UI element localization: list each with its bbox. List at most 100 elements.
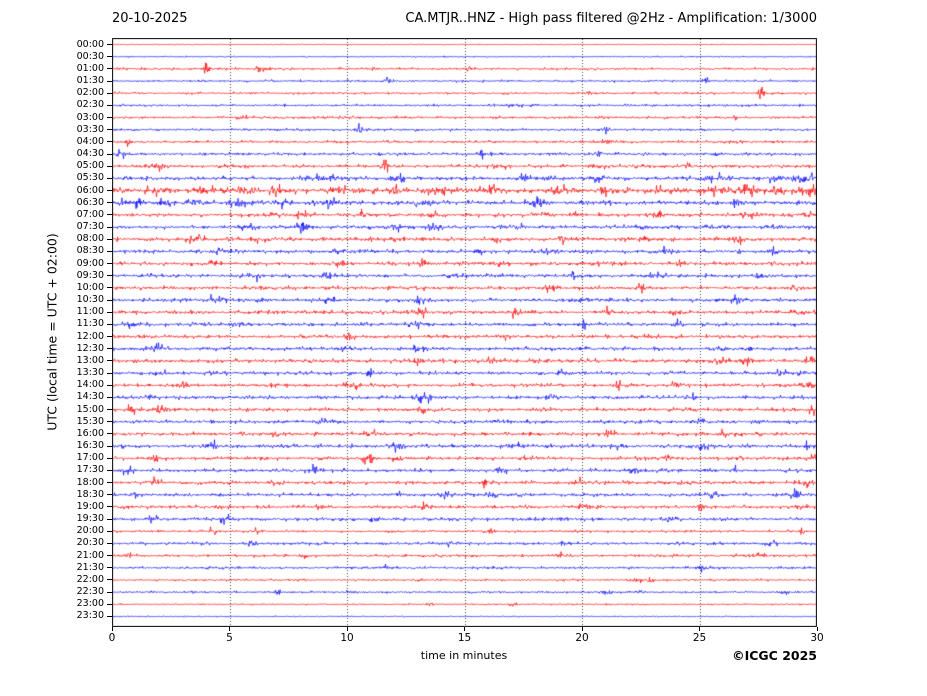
x-tick-mark (346, 627, 348, 631)
trace-time-label: 05:00 (76, 160, 104, 172)
trace-time-label: 15:30 (76, 415, 104, 427)
y-tick-mark (107, 92, 112, 94)
trace-time-label: 11:00 (76, 306, 104, 318)
x-tick-mark (229, 627, 230, 631)
trace-time-label: 10:30 (76, 294, 104, 306)
y-tick-mark (107, 250, 112, 252)
trace-time-label: 16:00 (76, 427, 104, 439)
trace-time-label: 13:30 (76, 367, 104, 379)
x-tick-label: 25 (692, 632, 707, 644)
y-tick-mark (107, 360, 112, 362)
y-tick-mark (107, 591, 112, 593)
y-tick-mark (107, 336, 112, 338)
trace-time-label: 00:00 (76, 38, 104, 50)
y-tick-mark (107, 542, 112, 544)
trace-time-label: 08:30 (76, 245, 104, 257)
y-tick-mark (107, 457, 112, 459)
trace-time-label: 19:30 (76, 513, 104, 525)
x-tick-label: 10 (340, 632, 354, 644)
y-tick-mark (107, 56, 112, 58)
y-tick-mark (107, 275, 112, 277)
y-tick-mark (107, 141, 112, 143)
y-tick-mark (107, 311, 112, 313)
y-tick-mark (107, 129, 112, 131)
y-tick-mark (107, 153, 112, 155)
trace-time-label: 21:00 (76, 549, 104, 561)
trace-time-label: 14:00 (76, 379, 104, 391)
y-tick-mark (107, 323, 112, 325)
x-tick-mark (111, 627, 113, 631)
y-tick-mark (107, 299, 112, 301)
y-tick-mark (107, 190, 112, 192)
y-tick-mark (107, 104, 112, 106)
trace-time-label: 21:30 (76, 561, 104, 573)
trace-time-label: 00:30 (76, 50, 104, 62)
trace-time-label: 07:30 (76, 221, 104, 233)
y-tick-mark (107, 506, 112, 508)
y-tick-mark (107, 409, 112, 411)
trace-time-label: 22:00 (76, 573, 104, 585)
trace-time-label: 05:30 (76, 172, 104, 184)
trace-time-label: 10:00 (76, 281, 104, 293)
trace-time-label: 20:30 (76, 537, 104, 549)
y-tick-mark (107, 287, 112, 289)
trace-time-label: 11:30 (76, 318, 104, 330)
trace-time-label: 09:00 (76, 257, 104, 269)
trace-time-label: 23:00 (76, 598, 104, 610)
trace-time-label: 12:30 (76, 342, 104, 354)
x-tick-mark (816, 627, 818, 631)
x-tick-label: 0 (108, 632, 116, 644)
trace-time-label: 01:30 (76, 75, 104, 86)
helicorder-plot-canvas (112, 38, 817, 627)
trace-time-label: 09:30 (76, 269, 104, 281)
y-tick-mark (107, 214, 112, 216)
x-tick-label: 5 (226, 632, 233, 644)
y-tick-mark (107, 615, 112, 617)
trace-time-label: 08:00 (76, 233, 104, 245)
trace-time-label: 06:00 (76, 184, 104, 196)
y-tick-mark (107, 518, 112, 520)
y-tick-mark (107, 433, 112, 435)
y-tick-mark (107, 263, 112, 265)
trace-time-label: 17:30 (76, 464, 104, 476)
trace-time-label: 18:30 (76, 488, 104, 500)
y-tick-mark (107, 117, 112, 119)
y-tick-mark (107, 494, 112, 496)
y-tick-mark (107, 202, 112, 204)
x-tick-label: 30 (810, 632, 824, 644)
y-tick-mark (107, 348, 112, 350)
y-tick-mark (107, 44, 112, 45)
station-title: CA.MTJR..HNZ - High pass filtered @2Hz -… (405, 11, 817, 26)
trace-time-label: 17:00 (76, 452, 104, 464)
trace-time-label: 14:30 (76, 391, 104, 403)
y-tick-mark (107, 384, 112, 386)
y-tick-mark (107, 177, 112, 179)
trace-time-label: 04:30 (76, 148, 104, 160)
y-tick-mark (107, 445, 112, 447)
y-tick-mark (107, 421, 112, 423)
trace-time-label: 03:30 (76, 123, 104, 135)
y-tick-mark (107, 555, 112, 557)
trace-time-label: 18:00 (76, 476, 104, 488)
x-tick-mark (581, 627, 583, 631)
trace-time-label: 13:00 (76, 354, 104, 366)
trace-time-label: 15:00 (76, 403, 104, 415)
date-title: 20-10-2025 (112, 11, 188, 26)
trace-time-label: 22:30 (76, 586, 104, 598)
x-tick-mark (464, 627, 465, 631)
y-tick-mark (107, 165, 112, 167)
y-tick-mark (107, 80, 112, 82)
y-tick-mark (107, 226, 112, 228)
y-tick-mark (107, 530, 112, 532)
y-tick-mark (107, 372, 112, 374)
y-tick-mark (107, 567, 112, 569)
trace-time-label: 03:00 (76, 111, 104, 123)
x-tick-mark (699, 627, 700, 631)
trace-time-label: 06:30 (76, 196, 104, 208)
x-tick-label: 15 (457, 632, 472, 644)
trace-time-label: 01:00 (76, 62, 104, 74)
trace-time-label: 19:00 (76, 500, 104, 512)
x-axis-label: time in minutes (420, 649, 508, 662)
copyright-text: ©ICGC 2025 (732, 648, 817, 663)
